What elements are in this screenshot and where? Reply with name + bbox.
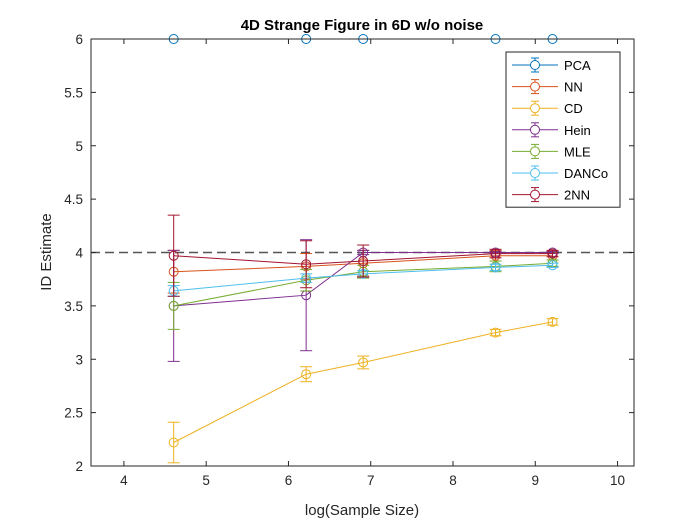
data-point (301, 369, 312, 380)
legend-marker (530, 60, 540, 70)
x-tick-label: 4 (120, 473, 128, 488)
y-tick-label: 4 (75, 246, 83, 261)
legend-marker (530, 81, 540, 92)
legend-marker (530, 146, 540, 157)
x-tick-label: 6 (285, 473, 293, 488)
legend-label: Hein (564, 123, 591, 138)
x-tick-label: 10 (610, 473, 625, 488)
legend-item-hein: Hein (512, 122, 591, 138)
legend-item-danco: DANCo (512, 165, 608, 181)
y-tick-label: 2.5 (64, 406, 83, 421)
data-point (301, 259, 312, 270)
series-2nn (167, 214, 559, 297)
data-point (547, 316, 558, 327)
y-tick-label: 5 (75, 139, 83, 154)
data-point (490, 327, 501, 338)
data-point (490, 248, 501, 259)
legend-marker (530, 103, 540, 114)
y-tick-label: 6 (75, 32, 83, 47)
y-axis-label: ID Estimate (38, 213, 55, 291)
axes-layer: 4 5 6 7 8 9 10 2 2.5 3 3.5 4 4.5 5 5.5 6 (64, 32, 635, 488)
x-tick-label: 5 (202, 473, 210, 488)
legend-label: PCA (564, 58, 591, 73)
chart-title: 4D Strange Figure in 6D w/o noise (241, 17, 484, 34)
data-point (490, 262, 501, 273)
legend-label: 2NN (564, 188, 590, 203)
series-cd (167, 316, 559, 464)
data-point (358, 357, 369, 368)
legend-item-mle: MLE (512, 143, 591, 159)
legend-marker (530, 189, 540, 200)
legend-marker (530, 168, 540, 178)
data-point (168, 300, 179, 311)
legend: PCA NN CD Hein MLE DANCo 2NN (505, 51, 621, 208)
legend-label: MLE (564, 144, 591, 159)
legend-item-nn: NN (512, 79, 583, 95)
data-point (547, 260, 558, 271)
y-tick-label: 4.5 (64, 192, 83, 207)
legend-item-2nn: 2NN (512, 187, 590, 203)
x-tick-label: 8 (449, 473, 457, 488)
legend-marker (530, 124, 540, 135)
legend-item-pca: PCA (512, 57, 591, 73)
legend-label: DANCo (564, 166, 608, 181)
x-tick-label: 9 (532, 473, 540, 488)
data-point (358, 256, 369, 267)
y-tick-label: 3 (75, 352, 83, 367)
y-tick-label: 3.5 (64, 299, 83, 314)
data-point (547, 248, 558, 259)
legend-label: NN (564, 80, 583, 95)
legend-label: CD (564, 101, 583, 116)
legend-item-cd: CD (512, 100, 583, 116)
y-tick-label: 2 (75, 459, 83, 474)
data-point (168, 437, 179, 448)
y-tick-label: 5.5 (64, 85, 83, 100)
x-tick-label: 7 (367, 473, 375, 488)
x-axis-label: log(Sample Size) (305, 502, 419, 519)
data-point (168, 250, 179, 261)
